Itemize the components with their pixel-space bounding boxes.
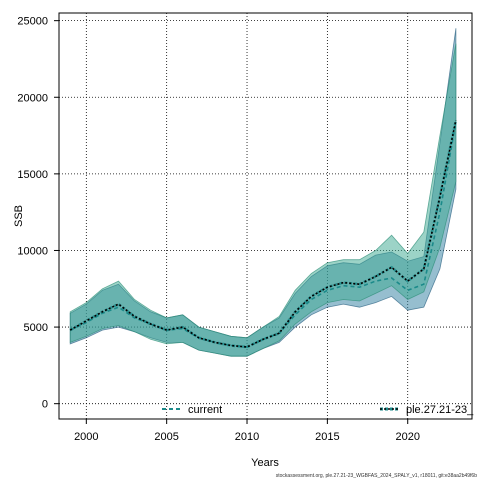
band-1 [69, 43, 457, 357]
series-lines [69, 119, 458, 349]
plot-frame [58, 12, 473, 420]
x-axis-label: Years [251, 457, 279, 469]
y-tick-label-0: 0 [42, 399, 48, 411]
y-tick-label-3: 15000 [17, 169, 48, 181]
x-tick-label-0: 2000 [74, 431, 98, 443]
x-tick-label-2: 2010 [235, 431, 259, 443]
legend-label-0: current [188, 404, 222, 416]
y-axis-label: SSB [13, 205, 25, 227]
y-axis: 0 5000 10000 15000 20000 25000 [17, 16, 59, 411]
confidence-bands [69, 28, 457, 357]
footer-text: stockassessment.org, ple.27.21-23_WGBFAS… [276, 473, 477, 479]
x-tick-label-1: 2005 [154, 431, 178, 443]
y-tick-label-4: 20000 [17, 92, 48, 104]
y-tick-label-1: 5000 [24, 322, 48, 334]
y-tick-label-5: 25000 [17, 16, 48, 28]
series-line-0 [69, 121, 457, 348]
x-tick-label-4: 2020 [395, 431, 419, 443]
x-axis: 2000 2005 2010 2015 2020 [74, 419, 420, 443]
series-line-1 [69, 120, 457, 348]
legend-label-1: ple.27.21-23_ [406, 404, 474, 416]
legend: current ple.27.21-23_ [162, 404, 474, 416]
y-tick-label-2: 10000 [17, 245, 48, 257]
x-tick-label-3: 2015 [315, 431, 339, 443]
